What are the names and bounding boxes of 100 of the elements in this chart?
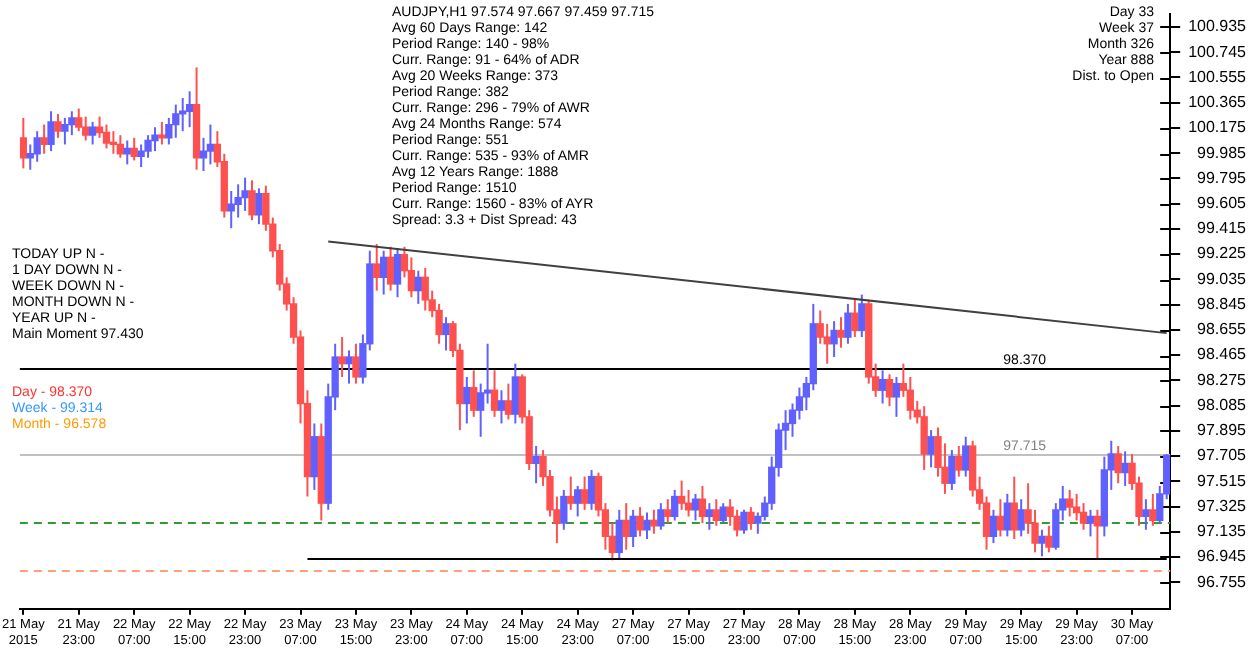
y-tick-label: 100.555 bbox=[1188, 67, 1248, 86]
candlestick bbox=[567, 475, 575, 511]
candlestick bbox=[636, 506, 644, 538]
candlestick bbox=[40, 123, 48, 155]
candlestick bbox=[927, 429, 935, 469]
candlestick bbox=[885, 373, 894, 408]
candlestick bbox=[88, 120, 97, 146]
candlestick bbox=[1066, 488, 1074, 518]
y-tick-label: 96.755 bbox=[1197, 572, 1248, 591]
candlestick bbox=[837, 316, 845, 349]
candlestick bbox=[393, 247, 402, 299]
y-tick-label: 98.275 bbox=[1197, 370, 1248, 389]
candlestick bbox=[116, 134, 124, 159]
y-tick-label: 96.945 bbox=[1197, 547, 1248, 566]
candlestick bbox=[657, 502, 665, 531]
candlestick bbox=[574, 484, 582, 518]
candlestick bbox=[470, 369, 478, 418]
y-tick-label: 100.745 bbox=[1188, 42, 1248, 61]
candlestick bbox=[1045, 524, 1053, 554]
y-tick-label: 99.795 bbox=[1197, 168, 1248, 187]
candlestick bbox=[241, 176, 249, 212]
candlestick bbox=[137, 143, 145, 169]
candlestick bbox=[47, 110, 55, 153]
candlestick bbox=[352, 342, 360, 385]
y-tick-label: 99.035 bbox=[1197, 269, 1248, 288]
candlestick bbox=[463, 375, 471, 425]
candlestick bbox=[54, 112, 62, 139]
y-tick-label: 100.935 bbox=[1188, 17, 1248, 36]
candlestick bbox=[705, 502, 714, 531]
y-tick-label: 98.655 bbox=[1197, 320, 1248, 339]
candlestick bbox=[373, 243, 381, 292]
y-tick-label: 98.085 bbox=[1197, 395, 1248, 414]
candlestick bbox=[414, 269, 422, 305]
candlestick bbox=[1149, 492, 1157, 527]
candlestick bbox=[1121, 450, 1129, 487]
candlestick bbox=[858, 293, 866, 339]
candlestick bbox=[615, 508, 623, 560]
y-tick-label: 98.465 bbox=[1197, 345, 1248, 364]
y-tick-label: 97.325 bbox=[1197, 496, 1248, 515]
candlestick bbox=[206, 123, 215, 166]
candlestick bbox=[185, 90, 194, 129]
candlestick bbox=[580, 475, 589, 511]
candlestick bbox=[1142, 498, 1150, 531]
candlestick bbox=[68, 110, 76, 137]
candlestick bbox=[587, 468, 596, 511]
candlestick bbox=[179, 96, 187, 133]
y-tick-label: 99.605 bbox=[1197, 193, 1248, 212]
candlestick bbox=[511, 362, 519, 425]
candlestick bbox=[442, 316, 450, 352]
candlestick bbox=[144, 134, 152, 159]
y-tick-label: 99.225 bbox=[1197, 244, 1248, 263]
candlestick bbox=[948, 449, 956, 491]
y-tick-label: 99.415 bbox=[1197, 219, 1248, 238]
candlestick bbox=[1086, 508, 1095, 538]
candlestick bbox=[671, 488, 679, 522]
candlestick bbox=[629, 508, 637, 549]
candlestick bbox=[172, 103, 180, 139]
candlestick bbox=[248, 179, 256, 222]
candlestick bbox=[497, 389, 506, 425]
candlestick bbox=[1079, 502, 1088, 531]
candlestick bbox=[844, 302, 852, 345]
candlestick bbox=[1093, 508, 1102, 560]
candlestick bbox=[421, 267, 429, 312]
candlestick bbox=[1003, 492, 1011, 538]
candlestick bbox=[712, 498, 720, 527]
candlestick bbox=[989, 508, 998, 545]
candlestick bbox=[1038, 528, 1046, 558]
y-tick-label: 97.895 bbox=[1197, 421, 1248, 440]
y-tick-label: 98.845 bbox=[1197, 294, 1248, 313]
candlestick bbox=[920, 405, 928, 471]
candlestick bbox=[310, 422, 319, 491]
candlestick bbox=[19, 116, 27, 170]
candlestick bbox=[151, 126, 159, 153]
candlestick bbox=[61, 116, 69, 146]
candlestick bbox=[962, 435, 970, 478]
candlestick bbox=[532, 445, 540, 485]
candlestick bbox=[82, 115, 90, 142]
candlestick bbox=[1010, 475, 1018, 541]
candlestick bbox=[830, 320, 838, 359]
candlestick bbox=[380, 249, 388, 296]
candlestick bbox=[255, 187, 263, 226]
y-tick-label: 100.175 bbox=[1188, 118, 1248, 137]
candlestick bbox=[102, 123, 111, 150]
candlestick bbox=[955, 445, 963, 478]
candlestick bbox=[75, 107, 83, 133]
y-tick-label: 99.985 bbox=[1197, 143, 1248, 162]
candlestick bbox=[504, 382, 513, 421]
candlestick bbox=[698, 484, 707, 525]
candlestick bbox=[677, 479, 686, 511]
candlestick bbox=[560, 488, 568, 531]
candlestick bbox=[892, 375, 901, 418]
candlestick bbox=[996, 498, 1005, 538]
candlestick bbox=[851, 298, 859, 339]
y-tick-label: 100.365 bbox=[1188, 93, 1248, 112]
candlestick bbox=[878, 369, 887, 405]
candlestick bbox=[345, 349, 353, 385]
candlestick bbox=[338, 336, 346, 378]
candlestick bbox=[740, 508, 748, 535]
candlestick bbox=[664, 498, 672, 525]
y-tick-label: 97.705 bbox=[1197, 446, 1248, 465]
